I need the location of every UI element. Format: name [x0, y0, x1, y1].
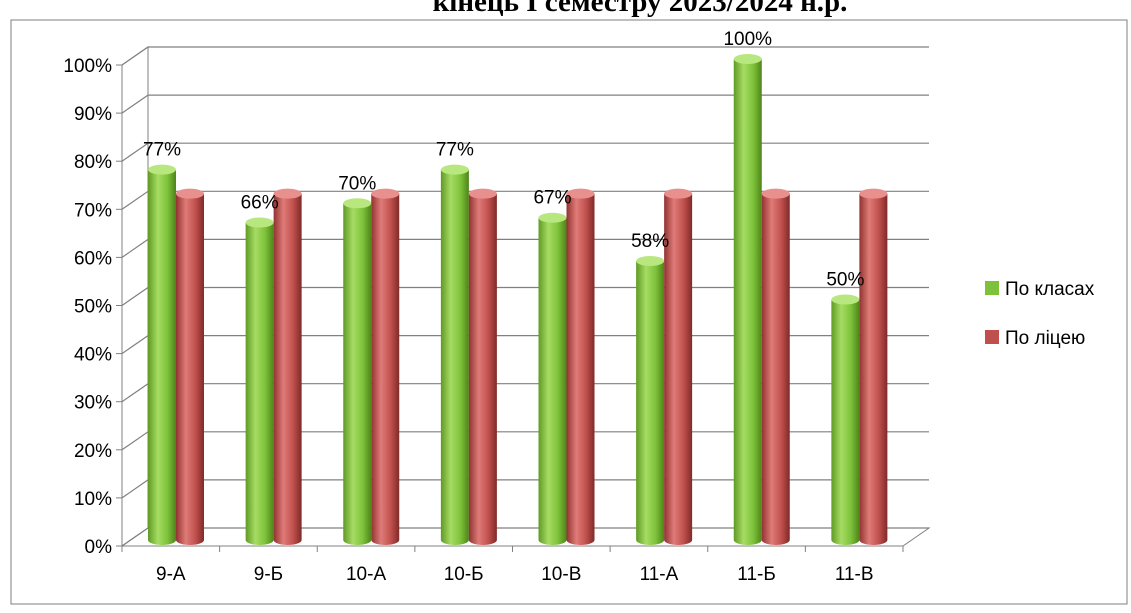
y-tick-label: 20%	[74, 441, 112, 462]
y-axis: 0% 10% 20% 30% 40% 50% 60% 70% 80% 90% 100%	[63, 56, 123, 558]
x-tick-label: 9-Б	[254, 564, 283, 585]
legend: По класах По ліцею	[985, 279, 1095, 349]
bar-class	[148, 169, 176, 545]
y-tick-label: 30%	[74, 393, 112, 414]
y-tick-label: 0%	[85, 537, 113, 558]
y-tick-label: 70%	[74, 200, 112, 221]
legend-label: По класах	[1005, 279, 1095, 300]
y-tick-label: 100%	[63, 56, 112, 77]
bar-top	[636, 256, 665, 267]
grid-line	[121, 431, 929, 451]
bar-lyceum	[273, 193, 302, 545]
data-label: 66%	[241, 193, 279, 214]
data-label: 50%	[826, 270, 864, 291]
plot-walls	[120, 46, 931, 547]
y-tick-label: 10%	[74, 489, 112, 510]
bar-class	[733, 59, 762, 545]
y-tick-label: 50%	[74, 297, 112, 318]
grid-line	[121, 479, 929, 499]
bar-class	[245, 222, 274, 546]
bar-class	[636, 261, 665, 545]
x-tick-label: 9-А	[156, 564, 186, 585]
grid-line	[121, 286, 929, 306]
bar-lyceum	[859, 193, 888, 545]
grid-line	[121, 238, 929, 258]
bar-top	[176, 188, 204, 199]
data-labels: 77% 66% 70% 77% 67% 58% 100% 50%	[143, 29, 865, 291]
bar-lyceum	[371, 193, 400, 545]
x-tick-label: 10-В	[541, 564, 581, 585]
bar-class	[343, 203, 372, 546]
bar-class	[440, 169, 469, 545]
x-axis: 9-А 9-Б 10-А 10-Б 10-В 11-А 11-Б 11-В	[121, 545, 904, 585]
legend-swatch	[985, 281, 999, 295]
y-tick-label: 90%	[74, 104, 112, 125]
bar-class	[538, 217, 567, 546]
bar-top	[733, 54, 762, 64]
data-label: 100%	[723, 29, 772, 50]
floor	[120, 527, 931, 547]
bar-top	[664, 188, 693, 199]
bar-top	[343, 198, 372, 209]
grid-lines	[121, 46, 929, 547]
x-tick-label: 11-Б	[737, 564, 776, 585]
bars	[148, 54, 888, 546]
x-tick-label: 11-А	[640, 564, 679, 585]
bar-top	[538, 212, 567, 223]
x-tick-label: 10-Б	[444, 564, 484, 585]
data-label: 58%	[631, 231, 669, 252]
grid-line	[121, 383, 929, 403]
y-tick-label: 60%	[74, 248, 112, 269]
bar-top	[468, 188, 497, 199]
chart-border	[10, 19, 1128, 605]
grid-line	[121, 142, 929, 162]
x-tick-label: 11-В	[835, 564, 874, 585]
y-tick-label: 80%	[74, 152, 112, 173]
bar-top	[245, 217, 274, 228]
data-label: 77%	[436, 140, 474, 161]
bar-top	[566, 188, 595, 199]
grid-line	[121, 46, 929, 66]
data-label: 70%	[338, 173, 376, 194]
bar-lyceum	[664, 193, 693, 545]
grid-line	[121, 94, 929, 114]
data-label: 67%	[533, 188, 571, 209]
bar-top	[440, 164, 469, 175]
bar-lyceum	[566, 193, 595, 545]
bar-top	[859, 188, 888, 199]
x-tick-label: 10-А	[346, 564, 386, 585]
grid-line	[121, 335, 929, 355]
chart-title: кінець I семестру 2023/2024 н.р.	[433, 0, 848, 18]
bar-top	[273, 188, 302, 199]
bar-lyceum	[468, 193, 497, 545]
bar-lyceum	[761, 193, 790, 545]
bar-top	[371, 188, 400, 199]
bar-lyceum	[176, 193, 204, 545]
bar-top	[148, 164, 176, 175]
bar-top	[831, 294, 860, 305]
legend-swatch	[985, 330, 999, 344]
bar-top	[761, 188, 790, 199]
bar-class	[831, 299, 860, 545]
y-tick-label: 40%	[74, 345, 112, 366]
data-label: 77%	[143, 140, 181, 161]
legend-label: По ліцею	[1005, 328, 1085, 349]
